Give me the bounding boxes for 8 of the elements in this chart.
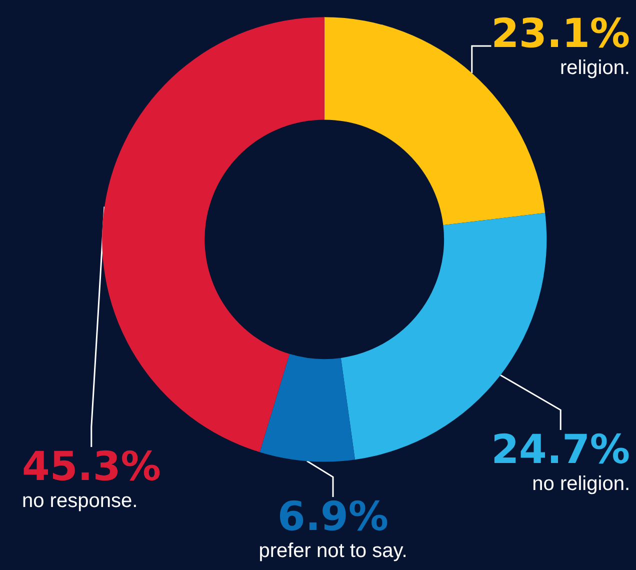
data-label: 6.9%: [278, 494, 388, 540]
slice-label: no response.: [22, 490, 138, 512]
slice-label: prefer not to say.: [258, 540, 408, 562]
data-label: 23.1%: [491, 11, 630, 57]
slice-label: religion.: [560, 57, 630, 79]
slice-label: no religion.: [532, 473, 630, 495]
data-label: 24.7%: [491, 427, 630, 473]
data-label: 45.3%: [22, 444, 161, 490]
